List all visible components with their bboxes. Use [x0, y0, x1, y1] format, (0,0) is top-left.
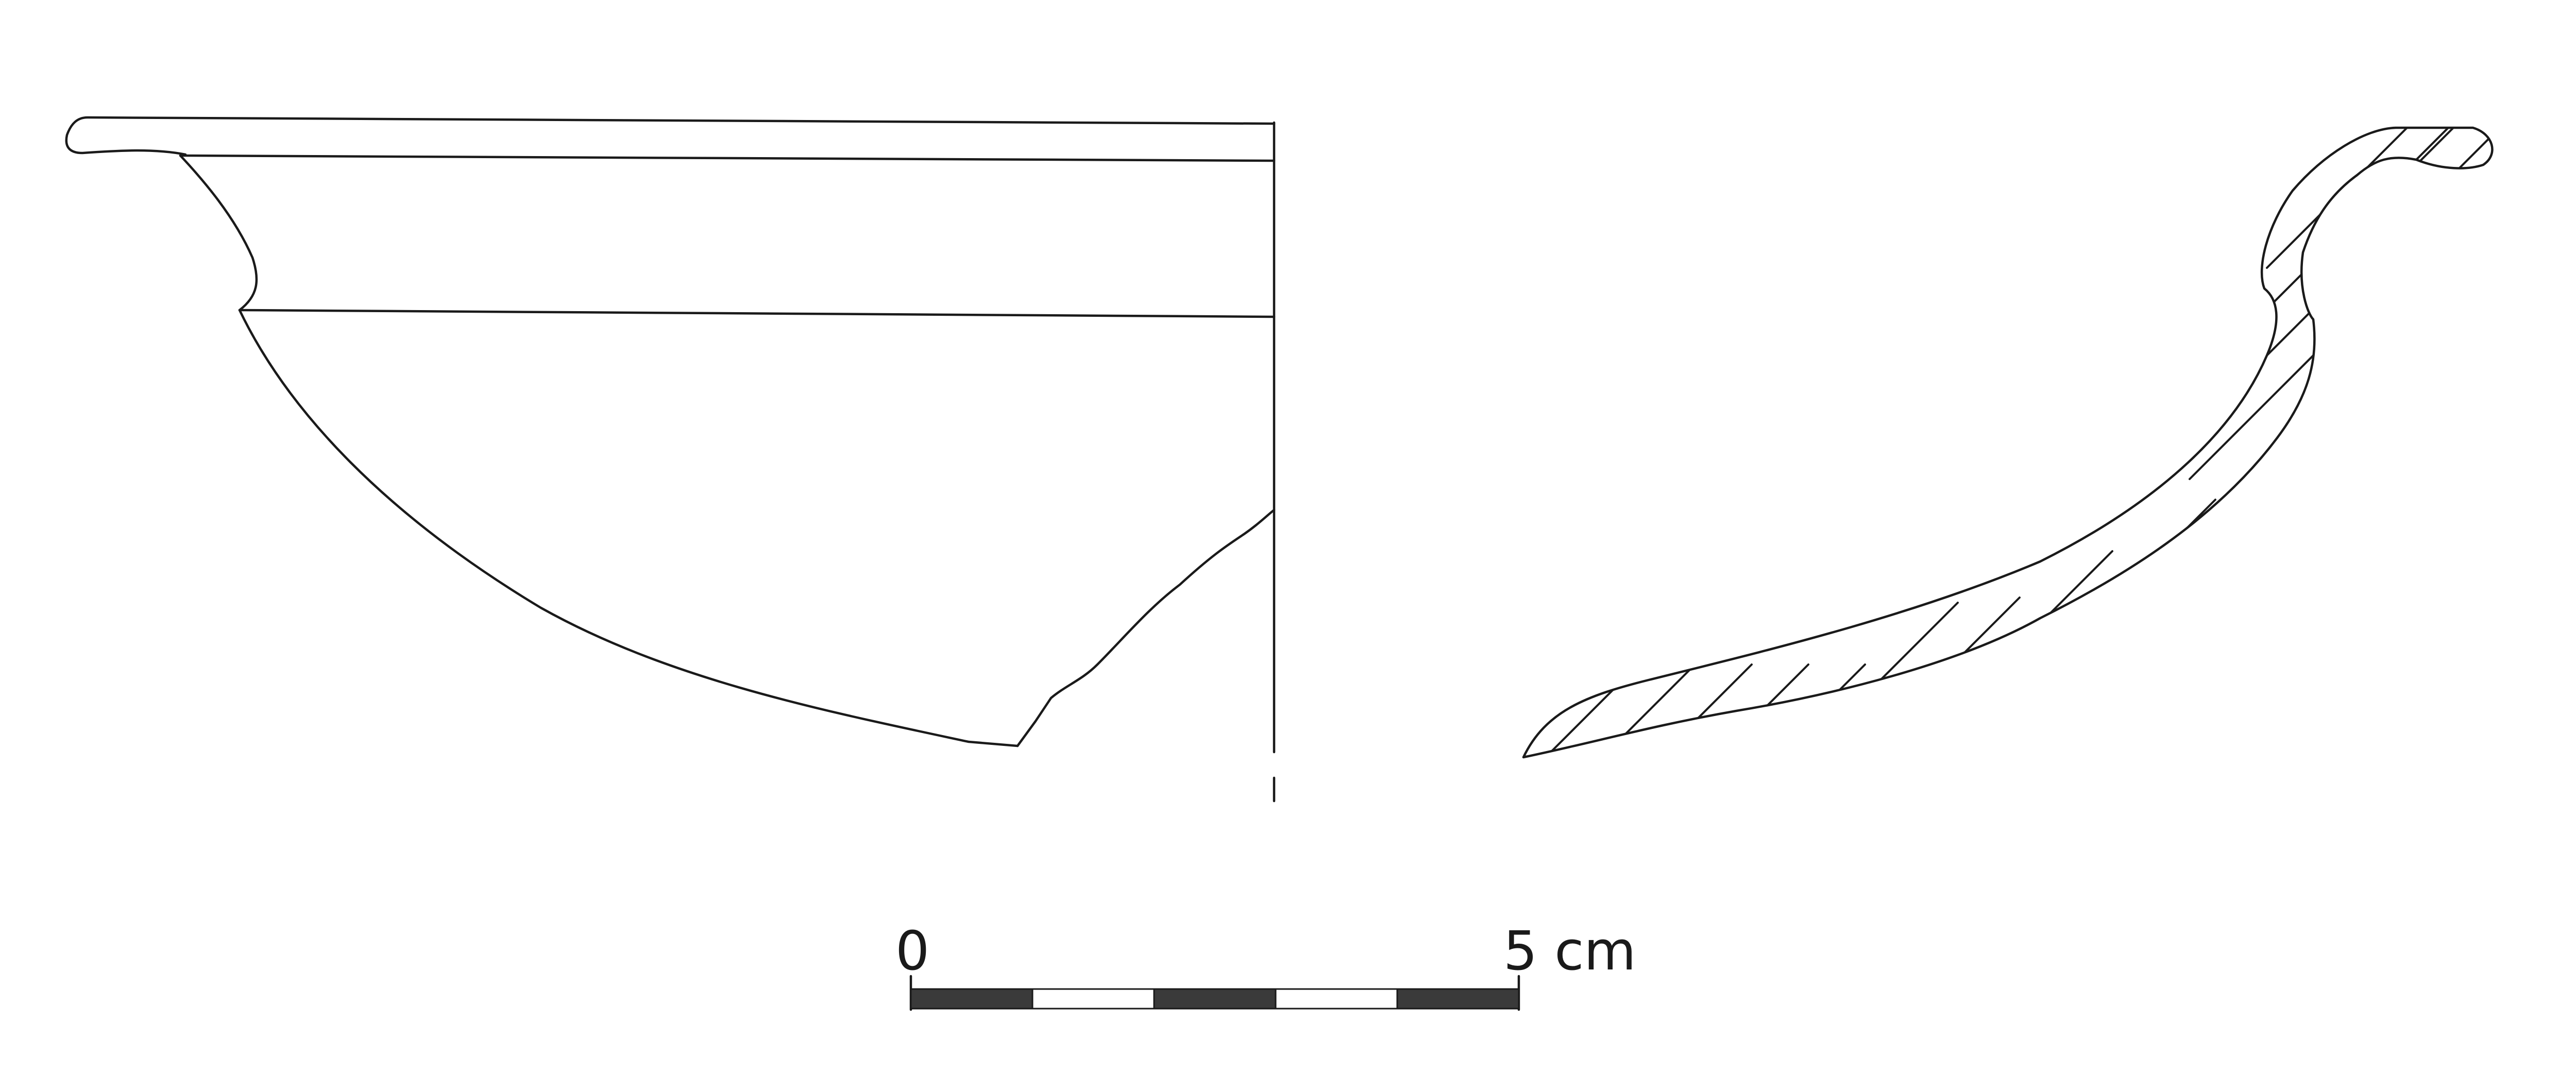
scale-segment-3: [1153, 988, 1277, 1010]
scale-start-label: 0: [895, 919, 929, 982]
scale-segment-2: [1031, 988, 1155, 1010]
rim-outline: [65, 116, 1276, 156]
scale-segment-4: [1275, 988, 1398, 1010]
scale-end-label: 5 cm: [1503, 919, 1636, 982]
fracture-edge: [1016, 508, 1276, 747]
section-outline: [1522, 126, 2494, 759]
scale-segment-1: [910, 988, 1033, 1010]
scale-bar: 0 5 cm: [895, 919, 1636, 1011]
neck-curve: [179, 154, 258, 312]
section-hatching: [1523, 128, 2493, 757]
rim-lower-line: [179, 154, 1276, 162]
body-curve: [238, 309, 1019, 747]
carination-line: [238, 309, 1276, 318]
vessel-section: [1522, 126, 2494, 759]
vessel-elevation: [65, 116, 1276, 803]
scale-segment-5: [1396, 988, 1520, 1010]
